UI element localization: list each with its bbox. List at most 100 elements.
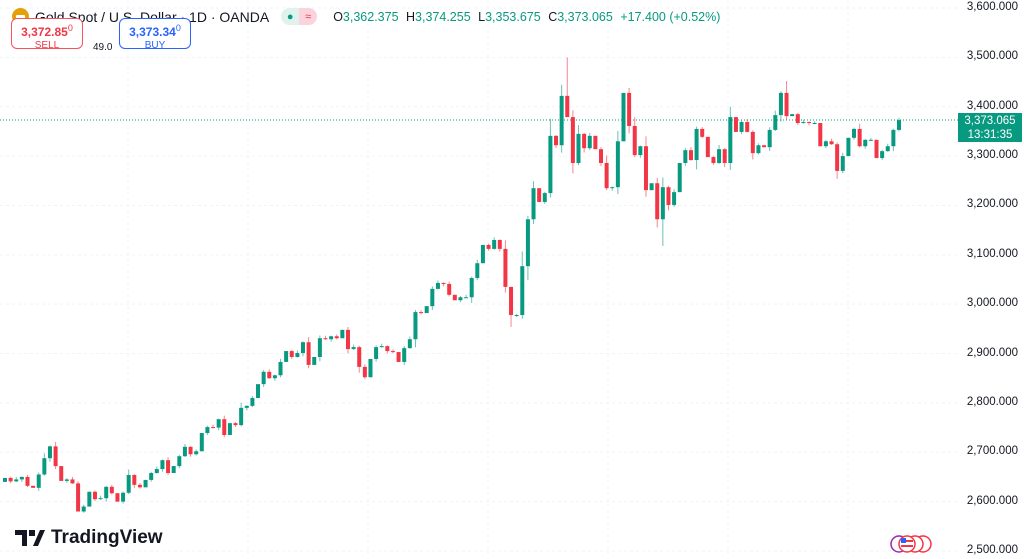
candle xyxy=(154,466,159,474)
candle xyxy=(717,145,722,165)
candle-body xyxy=(818,123,823,147)
candle-body xyxy=(239,407,244,426)
candle xyxy=(329,335,334,342)
candle xyxy=(59,466,64,481)
candle xyxy=(47,445,52,462)
candle-body xyxy=(587,135,592,149)
candle-body xyxy=(261,371,266,385)
candle xyxy=(846,137,851,157)
candle-body xyxy=(36,474,41,488)
candle xyxy=(672,189,677,207)
candle xyxy=(104,485,109,502)
candle xyxy=(407,336,412,349)
candle xyxy=(222,415,227,438)
candle-body xyxy=(829,141,834,145)
candle-body xyxy=(773,115,778,130)
candle xyxy=(570,110,575,174)
candle xyxy=(897,117,901,132)
candle xyxy=(385,345,390,354)
candle-body xyxy=(531,188,536,220)
candle xyxy=(778,91,783,122)
tradingview-logo[interactable]: TradingView xyxy=(15,527,163,549)
candle xyxy=(587,133,592,151)
candle-body xyxy=(795,114,800,124)
candle xyxy=(374,345,379,362)
economic-events-flags-icon[interactable] xyxy=(889,535,933,553)
candle xyxy=(8,476,13,484)
candle xyxy=(121,491,126,504)
candle xyxy=(334,334,339,340)
candle-body xyxy=(868,139,873,141)
candle-body xyxy=(357,347,362,367)
price-change: +17.400 (+0.52%) xyxy=(620,9,721,24)
candle-body xyxy=(278,361,283,376)
candle xyxy=(497,239,502,252)
candle xyxy=(132,474,137,488)
candle xyxy=(31,485,36,488)
candle xyxy=(784,81,789,120)
candle-body xyxy=(784,92,789,117)
candle-body xyxy=(87,491,92,507)
candle-body xyxy=(655,183,660,220)
candle-body xyxy=(407,339,412,349)
candle xyxy=(188,446,193,457)
candle-body xyxy=(42,458,47,475)
candle xyxy=(166,457,171,475)
candle-body xyxy=(514,315,519,317)
candle xyxy=(430,286,435,311)
candle xyxy=(643,136,648,197)
candle-body xyxy=(211,427,216,429)
candle-body xyxy=(419,312,424,314)
candle xyxy=(216,418,221,431)
sell-button[interactable]: 3,372.850 SELL xyxy=(11,17,83,51)
candle-body xyxy=(295,353,300,358)
candle xyxy=(317,335,322,362)
candle-body xyxy=(374,347,379,359)
buy-button[interactable]: 3,373.340 BUY xyxy=(119,17,191,51)
candle xyxy=(419,310,424,315)
candle-body xyxy=(570,117,575,164)
candle-body xyxy=(711,157,716,164)
candle-body xyxy=(576,133,581,164)
candle-body xyxy=(132,474,137,485)
candle-body xyxy=(739,122,744,132)
candle-body xyxy=(733,117,738,132)
candle xyxy=(818,123,823,147)
candle xyxy=(3,477,7,482)
candle-body xyxy=(632,125,637,156)
candle-body xyxy=(435,282,440,289)
candle-body xyxy=(863,139,868,147)
candle xyxy=(424,306,429,314)
candle xyxy=(458,296,463,303)
candle-body xyxy=(874,139,879,159)
candle-body xyxy=(306,342,311,365)
candle xyxy=(660,177,665,246)
candle-body xyxy=(402,348,407,362)
candle xyxy=(857,123,862,148)
candle xyxy=(42,453,47,476)
candle xyxy=(666,185,671,211)
candle-body xyxy=(59,466,64,481)
market-status-pill[interactable]: ● ≈ xyxy=(281,8,318,25)
candle-body xyxy=(492,240,497,249)
ohlc-values: O3,362.375 H3,374.255 L3,353.675 C3,373.… xyxy=(333,9,721,24)
candle-body xyxy=(171,466,176,474)
candle-body xyxy=(464,297,469,299)
candle xyxy=(649,183,654,191)
candle-body xyxy=(329,336,334,340)
candle xyxy=(891,128,896,152)
candle-body xyxy=(520,266,525,316)
candle xyxy=(272,374,277,381)
candle-body xyxy=(688,150,693,161)
candle-body xyxy=(807,122,812,124)
candle-body xyxy=(301,342,305,354)
candle-body xyxy=(666,187,671,205)
symbol-title[interactable]: Gold Spot / U.S. Dollar · 1D · OANDA xyxy=(35,8,270,25)
candle xyxy=(852,127,857,140)
candle-body xyxy=(469,278,474,298)
candle-body xyxy=(109,486,114,494)
candle-body xyxy=(840,156,845,171)
candle xyxy=(632,117,637,158)
candle-body xyxy=(3,477,7,482)
